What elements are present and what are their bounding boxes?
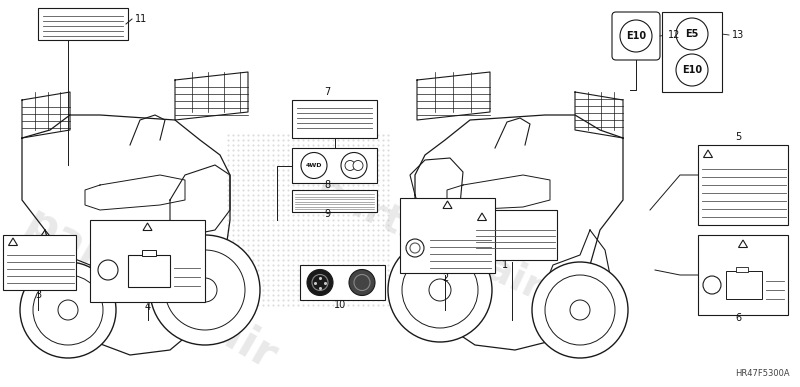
Bar xyxy=(472,210,557,260)
Circle shape xyxy=(406,239,424,257)
Circle shape xyxy=(410,243,420,253)
Text: partsrepair: partsrepair xyxy=(17,201,283,379)
Circle shape xyxy=(58,300,78,320)
Bar xyxy=(698,145,788,225)
Text: 7: 7 xyxy=(324,87,330,97)
Bar xyxy=(142,250,156,256)
Text: 5: 5 xyxy=(735,132,741,142)
Circle shape xyxy=(620,20,652,52)
Text: E5: E5 xyxy=(686,29,698,39)
Text: partsrepair: partsrepair xyxy=(310,171,550,309)
Circle shape xyxy=(676,54,708,86)
Text: E10: E10 xyxy=(682,65,702,75)
Bar xyxy=(292,190,377,212)
Text: 13: 13 xyxy=(732,30,744,40)
Circle shape xyxy=(353,161,363,171)
Circle shape xyxy=(402,252,478,328)
Text: 3: 3 xyxy=(35,290,41,300)
Circle shape xyxy=(349,269,375,296)
Bar xyxy=(3,235,76,290)
Bar xyxy=(292,148,377,183)
Circle shape xyxy=(354,274,370,291)
Circle shape xyxy=(193,278,217,302)
Text: 8: 8 xyxy=(324,180,330,190)
Circle shape xyxy=(301,152,327,178)
Circle shape xyxy=(312,274,328,291)
Circle shape xyxy=(676,18,708,50)
Text: E10: E10 xyxy=(626,31,646,41)
Circle shape xyxy=(388,238,492,342)
Bar xyxy=(292,100,377,138)
Circle shape xyxy=(307,269,333,296)
Bar xyxy=(90,220,205,302)
Bar xyxy=(662,12,722,92)
Text: HR47F5300A: HR47F5300A xyxy=(735,369,790,378)
Circle shape xyxy=(341,152,367,178)
Bar xyxy=(128,255,170,287)
Circle shape xyxy=(165,250,245,330)
Text: 1: 1 xyxy=(502,260,508,270)
Bar xyxy=(400,198,495,273)
Circle shape xyxy=(150,235,260,345)
Circle shape xyxy=(545,275,615,345)
Text: 10: 10 xyxy=(334,300,346,310)
Text: 4: 4 xyxy=(145,302,151,312)
Circle shape xyxy=(703,276,721,294)
Text: 6: 6 xyxy=(735,313,741,323)
FancyBboxPatch shape xyxy=(612,12,660,60)
Text: 9: 9 xyxy=(324,209,330,219)
Circle shape xyxy=(570,300,590,320)
Bar xyxy=(736,267,748,272)
Circle shape xyxy=(429,279,451,301)
Circle shape xyxy=(345,161,355,171)
Circle shape xyxy=(33,275,103,345)
Circle shape xyxy=(532,262,628,358)
Circle shape xyxy=(20,262,116,358)
Text: 2: 2 xyxy=(442,273,448,283)
Text: 4WD: 4WD xyxy=(306,163,322,168)
Circle shape xyxy=(98,260,118,280)
Bar xyxy=(38,8,128,40)
Bar xyxy=(726,271,762,299)
Bar xyxy=(698,235,788,315)
Text: 11: 11 xyxy=(135,14,147,24)
Text: 12: 12 xyxy=(668,30,680,40)
Bar xyxy=(300,265,385,300)
